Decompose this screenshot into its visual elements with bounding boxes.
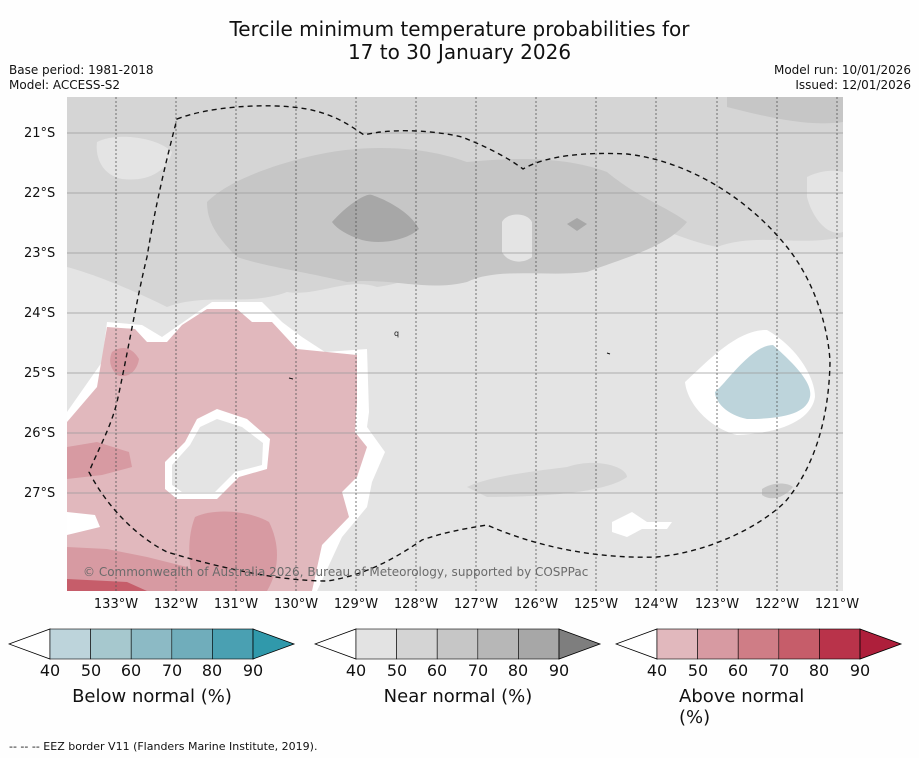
- lon-label-122w: 122°W: [754, 597, 800, 612]
- tick-near-50: 50: [386, 661, 408, 680]
- model-run: Model run: 10/01/2026: [773, 63, 911, 77]
- grey-patch-lower: [467, 462, 627, 497]
- colorbar-segment: [737, 628, 780, 660]
- label-above-normal: Above normal (%): [679, 686, 805, 728]
- lat-label-24s: 24°S: [24, 306, 56, 321]
- lon-label-126w: 126°W: [513, 597, 559, 612]
- meta-left: Base period: 1981-2018 Model: ACCESS-S2: [9, 63, 154, 93]
- lon-label-123w: 123°W: [694, 597, 740, 612]
- below-normal-40-region: [715, 345, 811, 419]
- tick-below-50: 50: [80, 661, 102, 680]
- colorbar-segment: [396, 628, 438, 660]
- colorbar-segment: [778, 628, 820, 660]
- colorbar-extend-min: [8, 628, 51, 660]
- tick-near-80: 80: [507, 661, 529, 680]
- lon-label-128w: 128°W: [393, 597, 439, 612]
- meta-right: Model run: 10/01/2026 Issued: 12/01/2026: [774, 63, 911, 93]
- map-graphic: [67, 97, 843, 591]
- island-mark-2: [606, 352, 611, 355]
- tick-near-70: 70: [467, 661, 489, 680]
- above-normal-50-patch-4: [67, 547, 217, 591]
- colorbar-segment: [436, 628, 479, 660]
- coast-white-patch: [67, 512, 100, 535]
- title-line-1: Tercile minimum temperature probabilitie…: [229, 17, 690, 41]
- tick-below-70: 70: [161, 661, 183, 680]
- tick-below-60: 60: [120, 661, 142, 680]
- colorbar-segment: [90, 628, 132, 660]
- colorbar-segment: [697, 628, 739, 660]
- colorbar-extend-max: [558, 628, 602, 660]
- above-normal-50-patch-3: [189, 511, 277, 591]
- colorbar-near-normal: [314, 628, 602, 660]
- island-mark: [288, 377, 294, 380]
- tick-above-50: 50: [687, 661, 709, 680]
- colorbar-segment: [477, 628, 519, 660]
- tick-near-40: 40: [345, 661, 367, 680]
- lat-label-21s: 21°S: [24, 126, 56, 141]
- lon-label-127w: 127°W: [453, 597, 499, 612]
- lat-label-26s: 26°S: [24, 426, 56, 441]
- tick-near-90: 90: [548, 661, 570, 680]
- tick-above-60: 60: [727, 661, 749, 680]
- lon-label-124w: 124°W: [633, 597, 679, 612]
- lat-label-23s: 23°S: [24, 246, 56, 261]
- lon-label-133w: 133°W: [93, 597, 139, 612]
- colorbar-segment: [518, 628, 560, 660]
- lon-label-131w: 131°W: [213, 597, 259, 612]
- colorbar-segment: [212, 628, 254, 660]
- tick-above-40: 40: [646, 661, 668, 680]
- colorbar-extend-max: [859, 628, 903, 660]
- issued-date: Issued: 12/01/2026: [795, 78, 911, 92]
- colorbar-segment: [49, 628, 91, 660]
- eez-border: [88, 105, 831, 582]
- near-normal-light-patch: [502, 214, 532, 262]
- tick-near-60: 60: [426, 661, 448, 680]
- near-normal-in-hole: [172, 419, 263, 492]
- lat-label-27s: 27°S: [24, 486, 56, 501]
- near-normal-70-small: [567, 218, 587, 231]
- above-normal-60-patch: [67, 579, 147, 591]
- copyright-notice: © Commonwealth of Australia 2026, Bureau…: [83, 565, 589, 579]
- base-period: Base period: 1981-2018: [9, 63, 154, 77]
- tick-above-80: 80: [808, 661, 830, 680]
- probability-map: q: [67, 97, 843, 591]
- eez-footnote: -- -- -- EEZ border V11 (Flanders Marine…: [9, 740, 318, 753]
- chart-title: Tercile minimum temperature probabilitie…: [0, 18, 919, 64]
- colorbar-extend-min: [314, 628, 357, 660]
- near-normal-light-patch-2: [96, 136, 172, 180]
- white-patch-bottom: [612, 512, 672, 537]
- colorbar-segment: [819, 628, 861, 660]
- label-below-normal: Below normal (%): [72, 686, 232, 707]
- grey-patch-bottom: [762, 483, 793, 499]
- tick-below-80: 80: [201, 661, 223, 680]
- lon-label-129w: 129°W: [333, 597, 379, 612]
- lon-label-125w: 125°W: [573, 597, 619, 612]
- model-name: Model: ACCESS-S2: [9, 78, 121, 92]
- tick-above-90: 90: [849, 661, 871, 680]
- colorbar-extend-max: [252, 628, 296, 660]
- tick-above-70: 70: [768, 661, 790, 680]
- colorbar-segment: [656, 628, 698, 660]
- tick-below-40: 40: [39, 661, 61, 680]
- lat-label-22s: 22°S: [24, 186, 56, 201]
- colorbar-segment: [171, 628, 213, 660]
- tick-below-90: 90: [242, 661, 264, 680]
- lon-label-130w: 130°W: [273, 597, 319, 612]
- colorbar-segment: [355, 628, 397, 660]
- near-normal-light-patch-4: [807, 170, 843, 233]
- colorbar-above-normal: [615, 628, 903, 660]
- title-line-2: 17 to 30 January 2026: [347, 40, 572, 64]
- lon-label-121w: 121°W: [814, 597, 860, 612]
- latitude-gridlines: [67, 132, 843, 494]
- lat-label-25s: 25°S: [24, 366, 56, 381]
- colorbar-extend-min: [615, 628, 658, 660]
- colorbar-segment: [130, 628, 173, 660]
- colorbar-below-normal: [8, 628, 296, 660]
- near-normal-70-region: [332, 194, 419, 242]
- label-near-normal: Near normal (%): [383, 686, 533, 707]
- lon-label-132w: 132°W: [153, 597, 199, 612]
- near-normal-light-patch-3: [727, 97, 843, 124]
- near-normal-60-region: [207, 147, 687, 286]
- small-map-label: q: [394, 329, 400, 338]
